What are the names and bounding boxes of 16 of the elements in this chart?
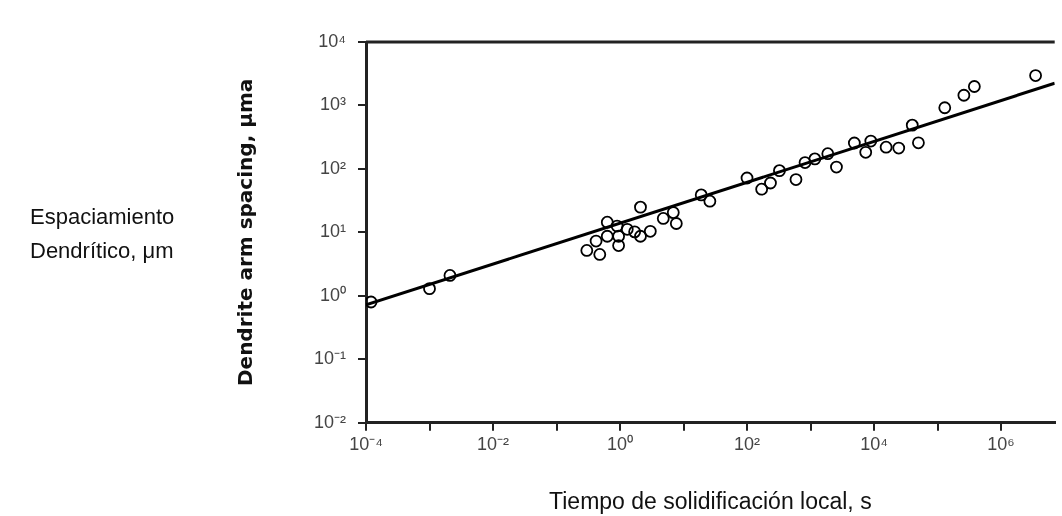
y-tick-label: 10³ xyxy=(319,94,347,115)
y-tick-label: 10⁻² xyxy=(313,411,347,432)
text: Espaciamiento Dendrítico, μm xyxy=(30,203,176,265)
x-tick-label: 10⁻⁴ xyxy=(349,433,383,454)
y-tick-label: 10⁻¹ xyxy=(313,348,347,369)
x-tick-label: 10⁶ xyxy=(987,433,1015,454)
x-tick-label: 10⁴ xyxy=(860,433,888,454)
x-tick-label: 10⁰ xyxy=(607,433,634,454)
x-axis-title: Tiempo de solidificación local, s xyxy=(549,487,872,514)
x-tick-label: 10⁻² xyxy=(477,433,510,454)
y-tick-label: 10⁰ xyxy=(319,284,346,305)
x-tick-label: 10² xyxy=(734,433,761,454)
y-tick-label: 10⁴ xyxy=(318,30,346,51)
y-axis-title: Dendrite arm spacing, μma xyxy=(233,78,258,387)
y-tick-label: 10² xyxy=(319,157,347,178)
y-tick-label: 10¹ xyxy=(319,221,347,242)
